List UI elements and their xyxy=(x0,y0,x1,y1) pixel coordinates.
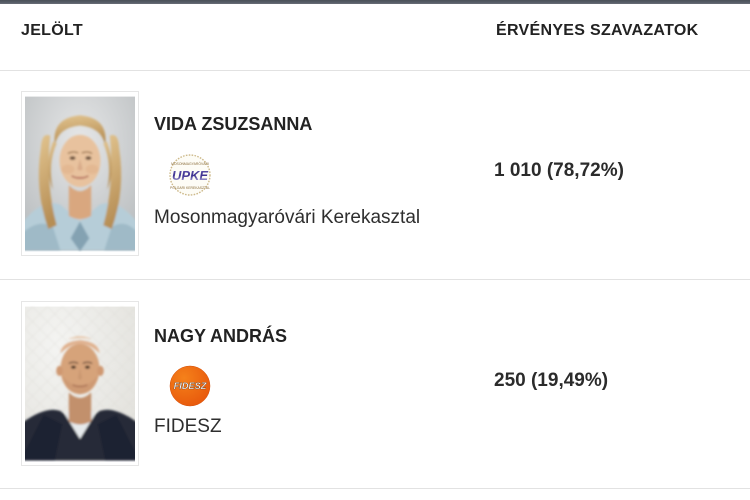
svg-text:POLGARI KEREKASZTAL: POLGARI KEREKASZTAL xyxy=(170,186,210,190)
svg-text:FIDESZ: FIDESZ xyxy=(174,381,207,391)
svg-text:MOSONMAGYARÓVÁRI: MOSONMAGYARÓVÁRI xyxy=(171,161,209,166)
svg-text:UPKE: UPKE xyxy=(172,168,208,183)
